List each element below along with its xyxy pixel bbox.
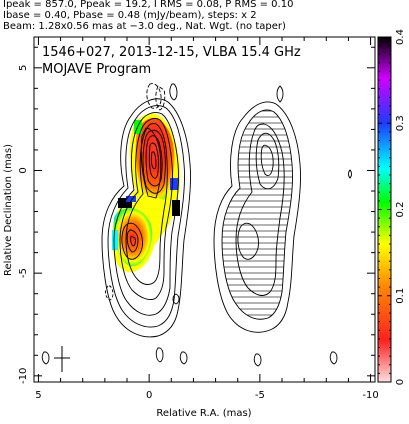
chart-subtitle: MOJAVE Program [42,62,151,77]
colorbar-ticks [378,36,391,383]
colorbar-tick-label: 0.1 [395,288,406,304]
header-line-3: Beam: 1.28x0.56 mas at −3.0 deg., Nat. W… [3,21,286,32]
colorbar-tick-label: 0.2 [395,202,406,218]
colorbar-tick-label: 0.3 [395,115,406,131]
x-tick-label: 5 [35,390,41,401]
total-intensity-contours-left [41,83,352,367]
y-tick-label: 0 [18,167,29,173]
x-axis-label: Relative R.A. (mas) [156,408,251,419]
y-tick-label: 5 [18,65,29,71]
image-area [41,83,352,372]
y-tick-label: -10 [18,368,29,384]
x-tick-label: -5 [255,390,265,401]
axis-ticks [34,37,375,382]
x-tick-label: -10 [362,390,378,401]
colorbar-tick-label: 0 [395,379,406,385]
header-line-2: Ibase = 0.40, Pbase = 0.48 (mJy/beam), s… [3,10,257,21]
chart-title: 1546+027, 2013-12-15, VLBA 15.4 GHz [42,45,301,60]
header-line-1: Ipeak = 857.0, Ppeak = 19.2, I RMS = 0.0… [3,0,294,10]
y-axis-label: Relative Declination (mas) [3,144,14,276]
plot-frame [33,36,376,383]
total-intensity-contours-right [213,101,301,333]
x-tick-label: 0 [146,390,152,401]
beam-symbol [54,346,70,372]
y-tick-label: -5 [18,268,29,278]
colorbar-tick-label: 0.4 [395,29,406,45]
